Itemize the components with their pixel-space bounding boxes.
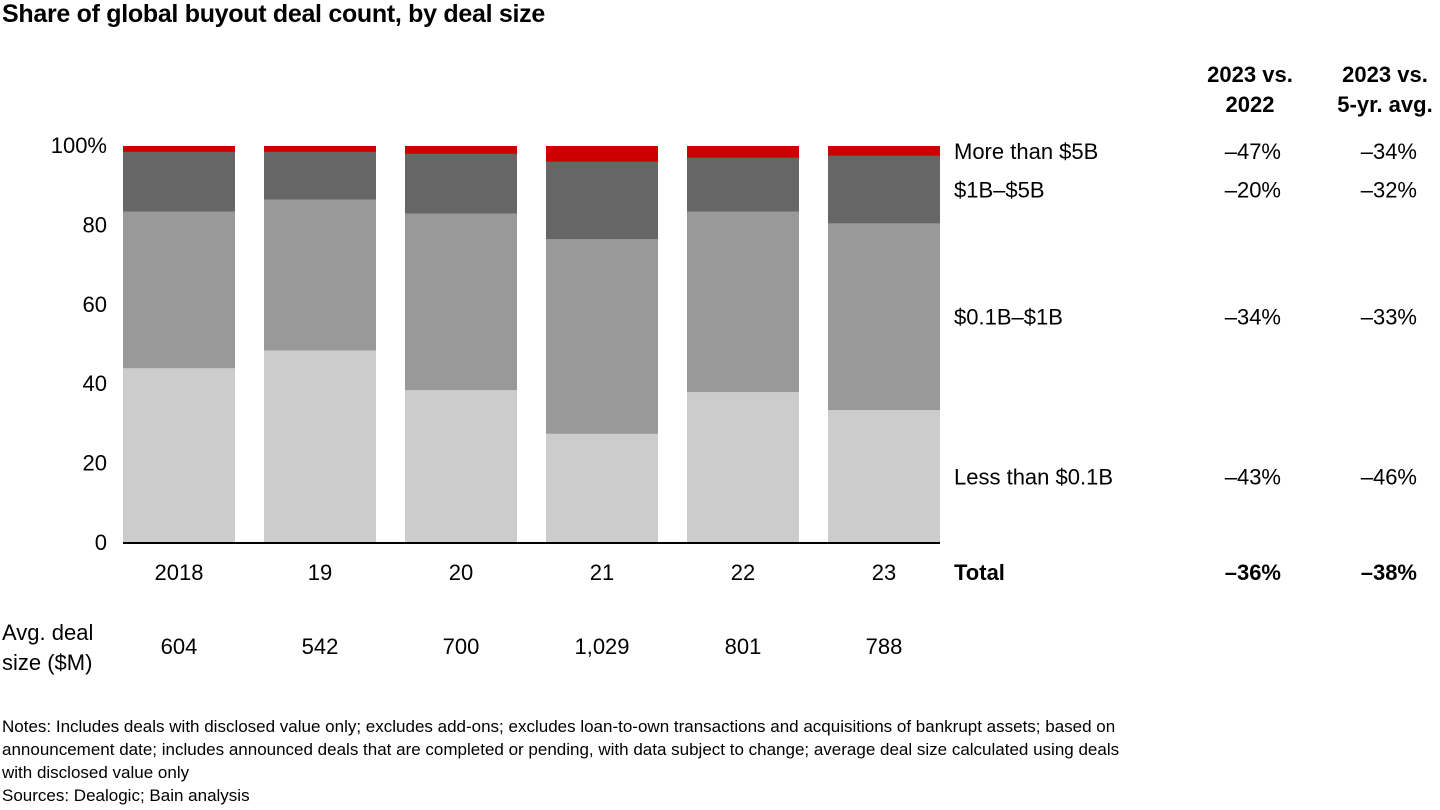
change-vs-5yr: –46% (1361, 465, 1417, 490)
change-vs-2022: –43% (1225, 465, 1281, 490)
bar-segment-1b-5b (405, 153, 517, 214)
bar-segment-more-than-5b (123, 146, 235, 152)
avg-deal-size-value: 542 (302, 634, 339, 659)
notes: Notes: Includes deals with disclosed val… (2, 715, 1422, 807)
change-vs-5yr: –34% (1361, 139, 1417, 164)
column-header-vs-2022-line1: 2023 vs. (1207, 62, 1293, 87)
total-vs-2022: –36% (1225, 560, 1281, 585)
notes-line-1: Notes: Includes deals with disclosed val… (2, 717, 1116, 736)
bar-segment-more-than-5b (264, 146, 376, 152)
bar-segment-more-than-5b (405, 146, 517, 154)
bar-segment-0-1b-1b (123, 211, 235, 369)
avg-deal-size-label-line1: Avg. deal (2, 620, 94, 645)
y-tick-label: 40 (83, 371, 107, 396)
avg-deal-size-value: 700 (443, 634, 480, 659)
total-label: Total (954, 560, 1005, 585)
chart-title: Share of global buyout deal count, by de… (2, 0, 545, 28)
bar-segment-0-1b-1b (687, 211, 799, 393)
change-vs-5yr: –33% (1361, 305, 1417, 330)
x-tick-label: 23 (872, 560, 896, 585)
stacked-bar-chart: 0 20 40 60 80 100% 2018 604 19 542 20 700 21 1,029 22 8… (51, 133, 1417, 659)
bar-segment-more-than-5b (546, 146, 658, 162)
y-tick-label: 0 (95, 530, 107, 555)
bar-segment-0-1b-1b (546, 239, 658, 434)
notes-line-3: with disclosed value only (2, 763, 190, 782)
legend-label: $0.1B–$1B (954, 305, 1063, 330)
column-header-vs-5yr: 2023 vs. 5-yr. avg. (1310, 60, 1440, 120)
avg-deal-size-value: 801 (725, 634, 762, 659)
bar-segment-1b-5b (828, 155, 940, 224)
bar-segment-1b-5b (123, 151, 235, 212)
legend-label: $1B–$5B (954, 178, 1045, 203)
bar-segment-less-than-0-1b (546, 433, 658, 543)
legend-label: Less than $0.1B (954, 465, 1113, 490)
bar-segment-0-1b-1b (264, 199, 376, 351)
bar-segment-1b-5b (687, 157, 799, 212)
avg-deal-size-value: 788 (866, 634, 903, 659)
bar-segment-less-than-0-1b (264, 350, 376, 543)
sources-line: Sources: Dealogic; Bain analysis (2, 786, 250, 805)
column-header-vs-5yr-line2: 5-yr. avg. (1337, 92, 1433, 117)
y-tick-label: 80 (83, 212, 107, 237)
x-tick-label: 22 (731, 560, 755, 585)
bar-segment-less-than-0-1b (687, 392, 799, 543)
x-tick-label: 2018 (155, 560, 204, 585)
bar-segment-0-1b-1b (828, 223, 940, 411)
avg-deal-size-value: 1,029 (574, 634, 629, 659)
change-vs-5yr: –32% (1361, 178, 1417, 203)
change-vs-2022: –47% (1225, 139, 1281, 164)
x-tick-label: 19 (308, 560, 332, 585)
x-tick-label: 21 (590, 560, 614, 585)
bar-segment-1b-5b (264, 151, 376, 200)
change-vs-2022: –20% (1225, 178, 1281, 203)
avg-deal-size-value: 604 (161, 634, 198, 659)
y-tick-label: 20 (83, 451, 107, 476)
column-header-vs-2022: 2023 vs. 2022 (1180, 60, 1320, 120)
avg-deal-size-label-line2: size ($M) (2, 650, 93, 675)
column-header-vs-5yr-line1: 2023 vs. (1342, 62, 1428, 87)
change-vs-2022: –34% (1225, 305, 1281, 330)
legend-label: More than $5B (954, 139, 1098, 164)
x-tick-label: 20 (449, 560, 473, 585)
bar-segment-less-than-0-1b (405, 390, 517, 543)
bar-segment-more-than-5b (828, 146, 940, 156)
avg-deal-size-label: Avg. deal size ($M) (2, 618, 93, 678)
y-tick-label: 60 (83, 292, 107, 317)
bar-segment-1b-5b (546, 161, 658, 240)
bar-segment-more-than-5b (687, 146, 799, 158)
column-header-vs-2022-line2: 2022 (1225, 92, 1275, 117)
bar-segment-less-than-0-1b (828, 410, 940, 543)
bar-segment-less-than-0-1b (123, 368, 235, 543)
total-vs-5yr: –38% (1361, 560, 1417, 585)
bar-segment-0-1b-1b (405, 213, 517, 391)
notes-line-2: announcement date; includes announced de… (2, 740, 1120, 759)
y-tick-label: 100% (51, 133, 107, 158)
